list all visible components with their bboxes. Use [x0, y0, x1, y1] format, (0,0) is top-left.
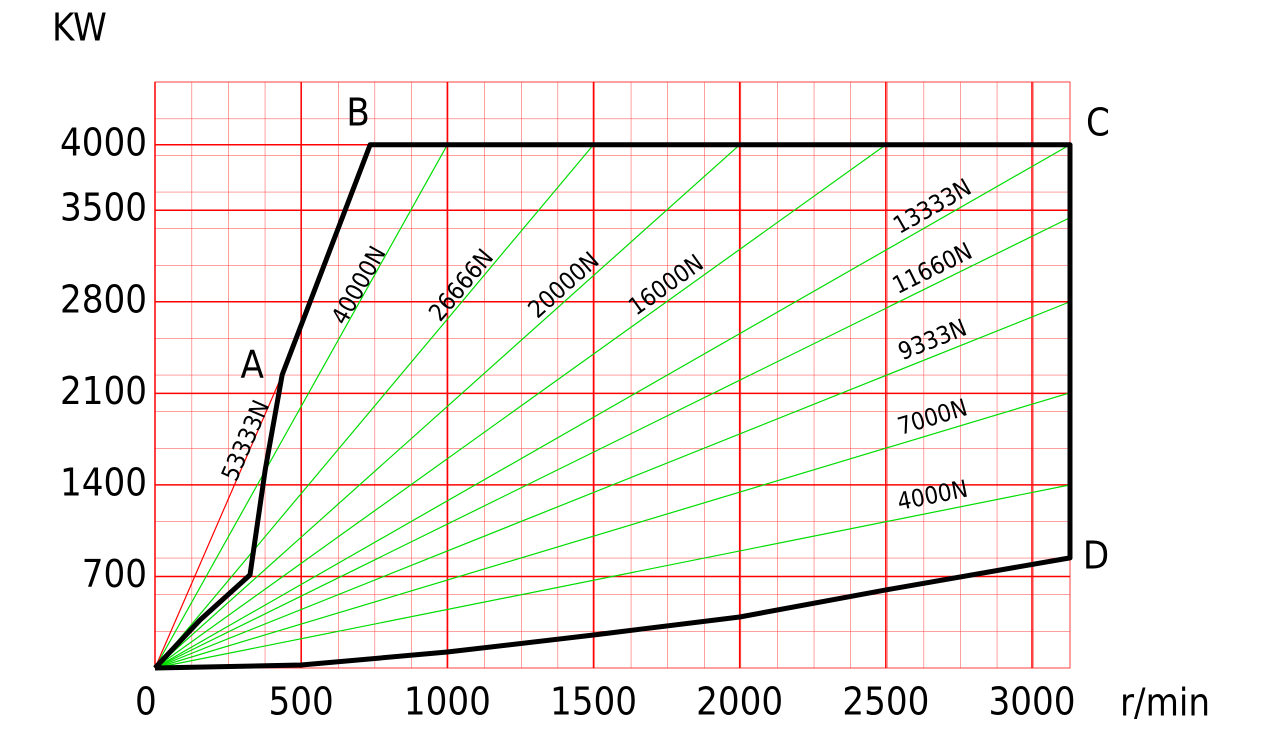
x-tick-label: 1500: [550, 680, 637, 724]
force-line: [154, 144, 887, 669]
point-label: A: [240, 342, 264, 386]
force-line: [154, 484, 1071, 669]
x-tick-label: 500: [269, 680, 334, 724]
x-tick-label: 1000: [404, 680, 491, 724]
y-axis-label: KW: [52, 6, 107, 50]
force-line: [154, 144, 741, 669]
point-label: C: [1086, 100, 1110, 144]
x-tick-label: 2000: [696, 680, 783, 724]
point-label: D: [1083, 533, 1109, 577]
y-tick-label: 700: [82, 552, 147, 596]
force-line: [154, 301, 1071, 669]
force-line: [154, 144, 448, 669]
y-tick-label: 3500: [60, 186, 147, 230]
y-tick-label: 4000: [60, 120, 147, 164]
force-line: [154, 217, 1071, 669]
y-tick-label: 2100: [60, 369, 147, 413]
force-line: [154, 392, 1071, 669]
minor-grid: [154, 81, 1071, 669]
x-tick-label: 0: [135, 680, 157, 724]
force-line: [154, 144, 1071, 669]
force-line: [154, 144, 594, 669]
x-tick-label: 2500: [842, 680, 929, 724]
x-tick-label: 3000: [989, 680, 1076, 724]
force-line: [154, 374, 283, 669]
y-tick-label: 2800: [60, 277, 147, 321]
point-label: B: [346, 90, 369, 134]
boundary-curve: [153, 142, 1073, 671]
y-tick-label: 1400: [60, 460, 147, 504]
x-axis-label: r/min: [1120, 681, 1210, 725]
